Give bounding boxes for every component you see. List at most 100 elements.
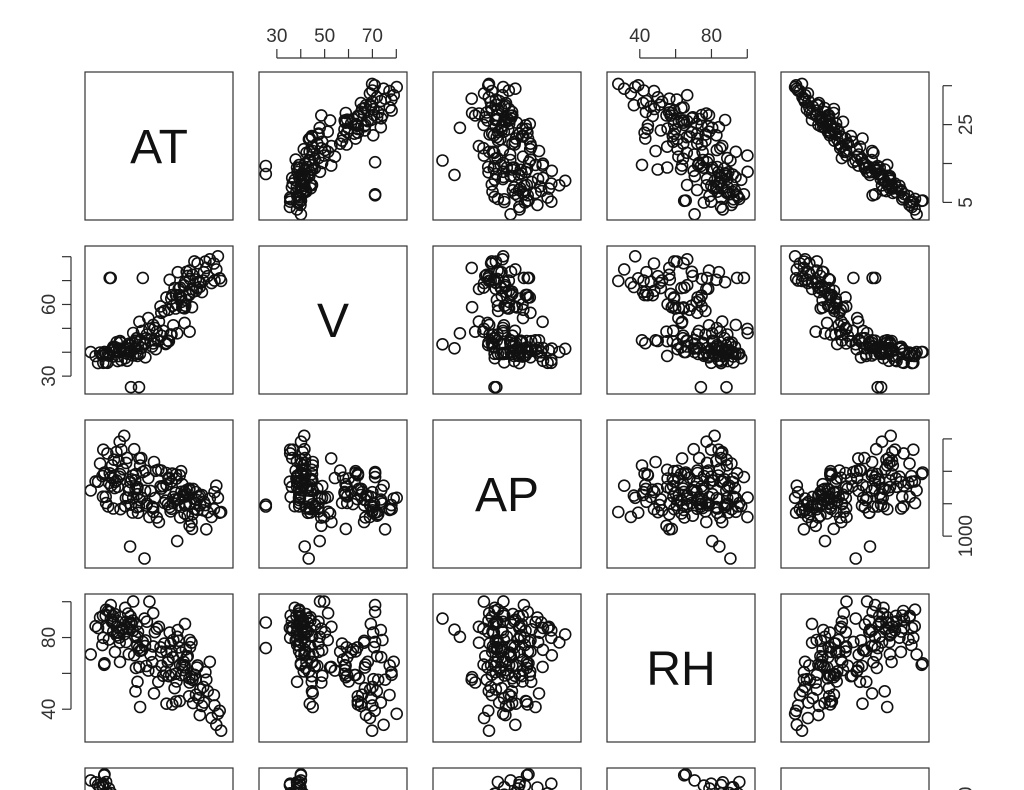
scatter-point xyxy=(690,183,704,197)
scatter-point xyxy=(816,642,829,656)
scatter-point xyxy=(910,648,923,661)
scatter-point xyxy=(298,168,312,182)
panel-frame xyxy=(84,419,234,569)
scatter-point xyxy=(715,139,729,153)
scatter-point xyxy=(106,350,120,363)
scatter-point xyxy=(191,659,204,672)
scatter-point xyxy=(333,464,347,477)
panel-PE-vs-AT xyxy=(84,767,234,790)
points-group xyxy=(436,249,572,394)
scatter-point xyxy=(482,318,496,332)
scatter-point xyxy=(292,500,306,513)
scatter-point xyxy=(513,292,526,305)
scatter-point xyxy=(146,318,160,332)
scatter-point xyxy=(368,598,382,612)
points-group xyxy=(788,595,929,738)
scatter-point xyxy=(173,694,186,708)
scatter-point xyxy=(803,507,817,521)
scatter-point xyxy=(299,162,313,176)
scatter-point xyxy=(340,640,353,654)
scatter-point xyxy=(687,342,701,355)
scatter-point xyxy=(284,787,296,790)
tick-label: 25 xyxy=(956,114,977,135)
scatter-point xyxy=(154,640,167,654)
scatter-point xyxy=(304,178,317,191)
scatter-point xyxy=(726,472,740,485)
scatter-point xyxy=(890,614,903,628)
scatter-point xyxy=(624,276,638,290)
scatter-point xyxy=(847,635,860,649)
panel-frame xyxy=(432,245,582,395)
scatter-point xyxy=(541,191,554,204)
panel-AT-vs-V xyxy=(258,71,408,221)
scatter-point xyxy=(863,540,877,553)
scatter-point xyxy=(883,474,897,487)
scatter-point xyxy=(702,264,716,277)
scatter-point xyxy=(129,340,143,354)
scatter-point xyxy=(536,315,549,329)
scatter-point xyxy=(135,643,149,657)
scatter-point xyxy=(816,650,829,664)
scatter-point xyxy=(810,255,824,268)
scatter-point xyxy=(883,335,897,349)
scatter-point xyxy=(680,88,694,102)
scatter-point xyxy=(795,274,809,288)
scatter-point xyxy=(627,98,641,112)
scatter-point xyxy=(368,605,382,619)
scatter-point xyxy=(477,711,491,725)
scatter-point xyxy=(637,84,650,97)
scatter-point xyxy=(889,185,903,199)
tick-label: 1000 xyxy=(956,515,977,557)
scatter-point xyxy=(874,615,888,629)
scatter-point xyxy=(489,634,503,648)
scatter-point xyxy=(502,274,516,287)
scatter-point xyxy=(181,509,194,523)
scatter-point xyxy=(508,324,522,338)
scatter-point xyxy=(490,112,504,126)
scatter-point xyxy=(824,694,837,708)
scatter-point xyxy=(489,787,500,790)
scatter-point xyxy=(465,261,479,275)
panel-RH-vs-PE xyxy=(780,593,930,743)
scatter-point xyxy=(818,696,831,710)
scatter-point xyxy=(855,659,869,673)
scatter-point xyxy=(122,647,136,661)
scatter-point xyxy=(146,606,160,620)
scatter-point xyxy=(201,269,214,283)
scatter-point xyxy=(497,355,511,369)
scatter-point xyxy=(839,291,852,304)
scatter-point xyxy=(545,164,559,178)
scatter-point xyxy=(713,141,727,155)
scatter-point xyxy=(714,778,728,790)
scatter-point xyxy=(365,724,379,738)
row-axis-AP: 1000 xyxy=(942,438,977,557)
scatter-point xyxy=(809,676,823,689)
scatter-point xyxy=(472,636,486,650)
scatter-point xyxy=(357,634,371,648)
scatter-point xyxy=(889,350,903,363)
scatter-point xyxy=(688,169,702,183)
diagonal-label-AT: AT xyxy=(130,121,188,174)
panel-frame xyxy=(84,245,234,395)
points-group xyxy=(85,429,228,565)
scatter-point xyxy=(377,718,390,732)
scatter-point xyxy=(712,265,726,279)
scatter-point xyxy=(870,162,884,176)
scatter-point xyxy=(874,491,888,505)
panel-frame xyxy=(258,767,408,790)
scatter-point xyxy=(677,256,690,270)
scatter-point xyxy=(383,659,397,672)
scatter-point xyxy=(649,455,662,469)
scatter-point xyxy=(705,326,719,340)
scatter-point xyxy=(390,80,404,94)
scatter-point xyxy=(358,681,372,695)
scatter-point xyxy=(701,282,715,296)
panel-AP-vs-V xyxy=(258,419,408,569)
scatter-point xyxy=(110,335,123,349)
scatter-point xyxy=(833,464,846,477)
scatter-point xyxy=(809,325,823,339)
scatter-point xyxy=(259,616,273,629)
scatter-point xyxy=(465,300,479,314)
scatter-point xyxy=(119,635,133,649)
